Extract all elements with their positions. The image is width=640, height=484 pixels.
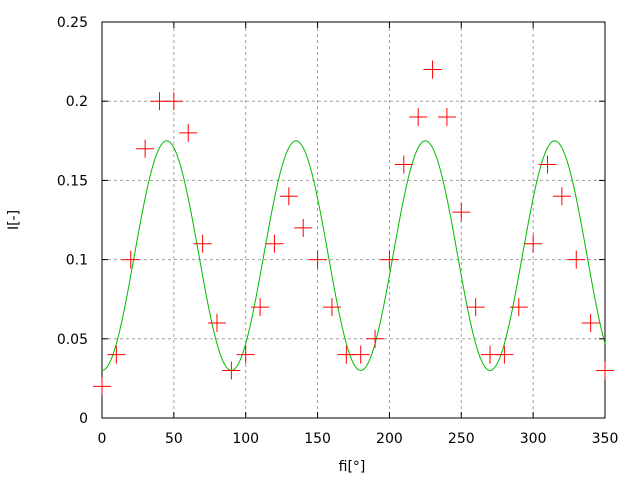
data-point: [452, 203, 471, 222]
data-point: [265, 234, 284, 253]
ticks: 0 50 100 150 200 250 300 350 0 0.05 0.1 0.15 0.2 0.25: [57, 15, 619, 447]
data-point: [193, 234, 212, 253]
x-tick-label: 300: [520, 431, 547, 447]
data-point: [107, 345, 126, 364]
data-point: [366, 329, 385, 348]
data-point: [552, 187, 571, 206]
data-point: [567, 250, 586, 269]
data-point: [93, 377, 111, 396]
x-tick-label: 100: [232, 431, 259, 447]
data-point: [423, 60, 442, 79]
y-tick-label: 0.2: [66, 94, 88, 110]
data-point: [409, 108, 428, 127]
data-point: [251, 298, 270, 317]
data-point: [121, 250, 140, 269]
data-points: [93, 60, 614, 396]
x-axis-label: fi[°]: [339, 459, 366, 475]
data-point: [179, 123, 198, 142]
data-point: [495, 345, 514, 364]
x-tick-label: 150: [304, 431, 331, 447]
x-tick-label: 50: [165, 431, 183, 447]
data-point: [437, 108, 456, 127]
y-tick-label: 0.1: [66, 253, 88, 269]
data-point: [351, 345, 370, 364]
data-point: [222, 361, 241, 380]
data-point: [322, 298, 341, 317]
y-tick-label: 0: [79, 411, 88, 427]
x-tick-label: 200: [376, 431, 403, 447]
data-point: [581, 313, 600, 332]
data-point: [380, 250, 399, 269]
grid: [102, 22, 605, 418]
data-point: [236, 345, 255, 364]
fit-curve: [101, 140, 606, 371]
x-tick-label: 350: [592, 431, 619, 447]
plot-border: [101, 21, 606, 419]
data-point: [509, 298, 528, 317]
data-point: [596, 361, 614, 380]
data-point: [136, 139, 155, 158]
data-point: [466, 298, 485, 317]
y-tick-label: 0.25: [57, 15, 88, 31]
x-tick-label: 250: [448, 431, 475, 447]
data-point: [279, 187, 298, 206]
data-point: [524, 234, 543, 253]
x-tick-label: 0: [98, 431, 107, 447]
fit-curve-line: [101, 140, 606, 371]
y-axis-label: I[-]: [6, 210, 22, 230]
data-point: [308, 250, 327, 269]
data-point: [538, 155, 557, 174]
y-tick-label: 0.05: [57, 332, 88, 348]
data-point: [394, 155, 413, 174]
data-point: [294, 218, 313, 237]
y-tick-label: 0.15: [57, 173, 88, 189]
data-point: [207, 313, 226, 332]
data-point: [164, 92, 183, 111]
